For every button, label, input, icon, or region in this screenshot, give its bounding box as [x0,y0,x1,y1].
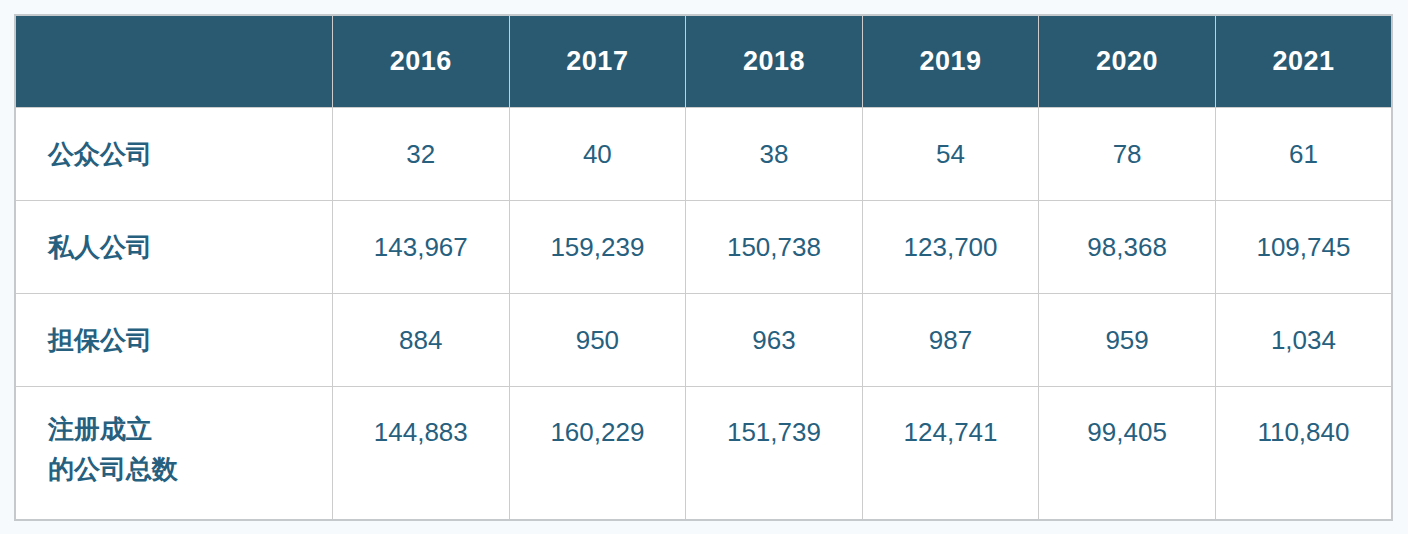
table-cell: 160,229 [509,387,686,520]
column-header-2017: 2017 [509,15,686,108]
table-cell: 159,239 [509,201,686,294]
table-cell: 32 [333,108,510,201]
column-header-2016: 2016 [333,15,510,108]
table-cell: 61 [1215,108,1392,201]
table-cell: 959 [1039,294,1216,387]
table-cell: 123,700 [862,201,1039,294]
column-header-2019: 2019 [862,15,1039,108]
table-cell: 98,368 [1039,201,1216,294]
row-label: 私人公司 [15,201,333,294]
table-cell: 150,738 [686,201,863,294]
table-cell: 124,741 [862,387,1039,520]
column-header-2021: 2021 [1215,15,1392,108]
column-header-2018: 2018 [686,15,863,108]
table-row: 注册成立 的公司总数144,883160,229151,739124,74199… [15,387,1392,520]
corner-header-cell [15,15,333,108]
table-cell: 110,840 [1215,387,1392,520]
table-cell: 963 [686,294,863,387]
company-registrations-table: 201620172018201920202021 公众公司32403854786… [14,14,1393,521]
table-row: 公众公司324038547861 [15,108,1392,201]
table-cell: 38 [686,108,863,201]
table-cell: 950 [509,294,686,387]
table-cell: 54 [862,108,1039,201]
table-cell: 143,967 [333,201,510,294]
row-label: 担保公司 [15,294,333,387]
table-cell: 1,034 [1215,294,1392,387]
table-cell: 987 [862,294,1039,387]
table-header-row: 201620172018201920202021 [15,15,1392,108]
table-cell: 109,745 [1215,201,1392,294]
table-row: 私人公司143,967159,239150,738123,70098,36810… [15,201,1392,294]
table-cell: 151,739 [686,387,863,520]
table-cell: 144,883 [333,387,510,520]
table-row: 担保公司8849509639879591,034 [15,294,1392,387]
table-cell: 40 [509,108,686,201]
table-cell: 99,405 [1039,387,1216,520]
column-header-2020: 2020 [1039,15,1216,108]
table-cell: 78 [1039,108,1216,201]
row-label: 公众公司 [15,108,333,201]
table-cell: 884 [333,294,510,387]
row-label: 注册成立 的公司总数 [15,387,333,520]
